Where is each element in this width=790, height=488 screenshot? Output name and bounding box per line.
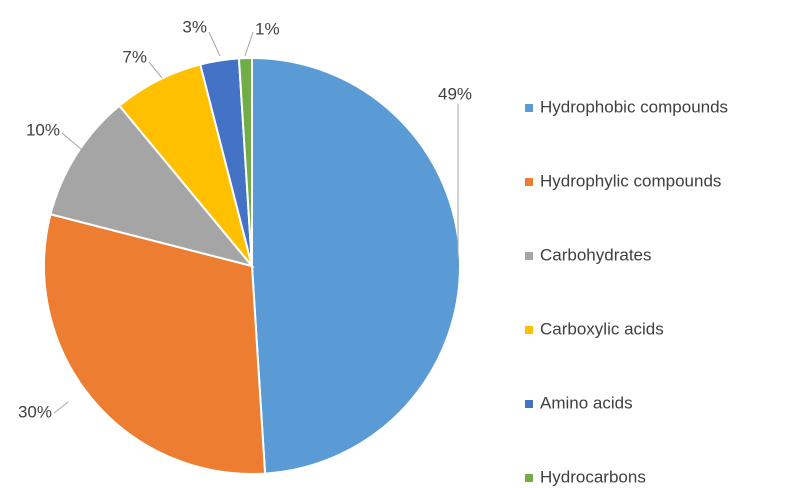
legend-swatch bbox=[525, 474, 533, 482]
legend-swatch bbox=[525, 178, 533, 186]
legend-label: Hydrocarbons bbox=[540, 467, 646, 486]
legend-label: Carbohydrates bbox=[540, 245, 652, 264]
leader-line bbox=[61, 132, 83, 151]
data-label: 30% bbox=[18, 402, 52, 421]
data-label: 7% bbox=[122, 47, 147, 66]
pie-slice bbox=[237, 56, 253, 267]
leader-line bbox=[53, 401, 69, 414]
data-label: 10% bbox=[26, 120, 60, 139]
data-label: 1% bbox=[255, 19, 280, 38]
legend-label: Hydrophobic compounds bbox=[540, 97, 728, 116]
legend-label: Carboxylic acids bbox=[540, 319, 664, 338]
leader-line bbox=[244, 31, 254, 57]
pie-slice bbox=[43, 213, 267, 475]
data-label: 3% bbox=[182, 17, 207, 36]
pie-slice bbox=[251, 56, 461, 475]
leader-line bbox=[148, 61, 163, 79]
pie-slice bbox=[49, 104, 255, 268]
legend-label: Hydrophylic compounds bbox=[540, 171, 721, 190]
legend-swatch bbox=[525, 252, 533, 260]
legend-swatch bbox=[525, 104, 533, 112]
legend-swatch bbox=[525, 400, 533, 408]
legend-swatch bbox=[525, 326, 533, 334]
legend-label: Amino acids bbox=[540, 393, 633, 412]
data-label: 49% bbox=[438, 84, 472, 103]
leader-line bbox=[208, 31, 221, 57]
